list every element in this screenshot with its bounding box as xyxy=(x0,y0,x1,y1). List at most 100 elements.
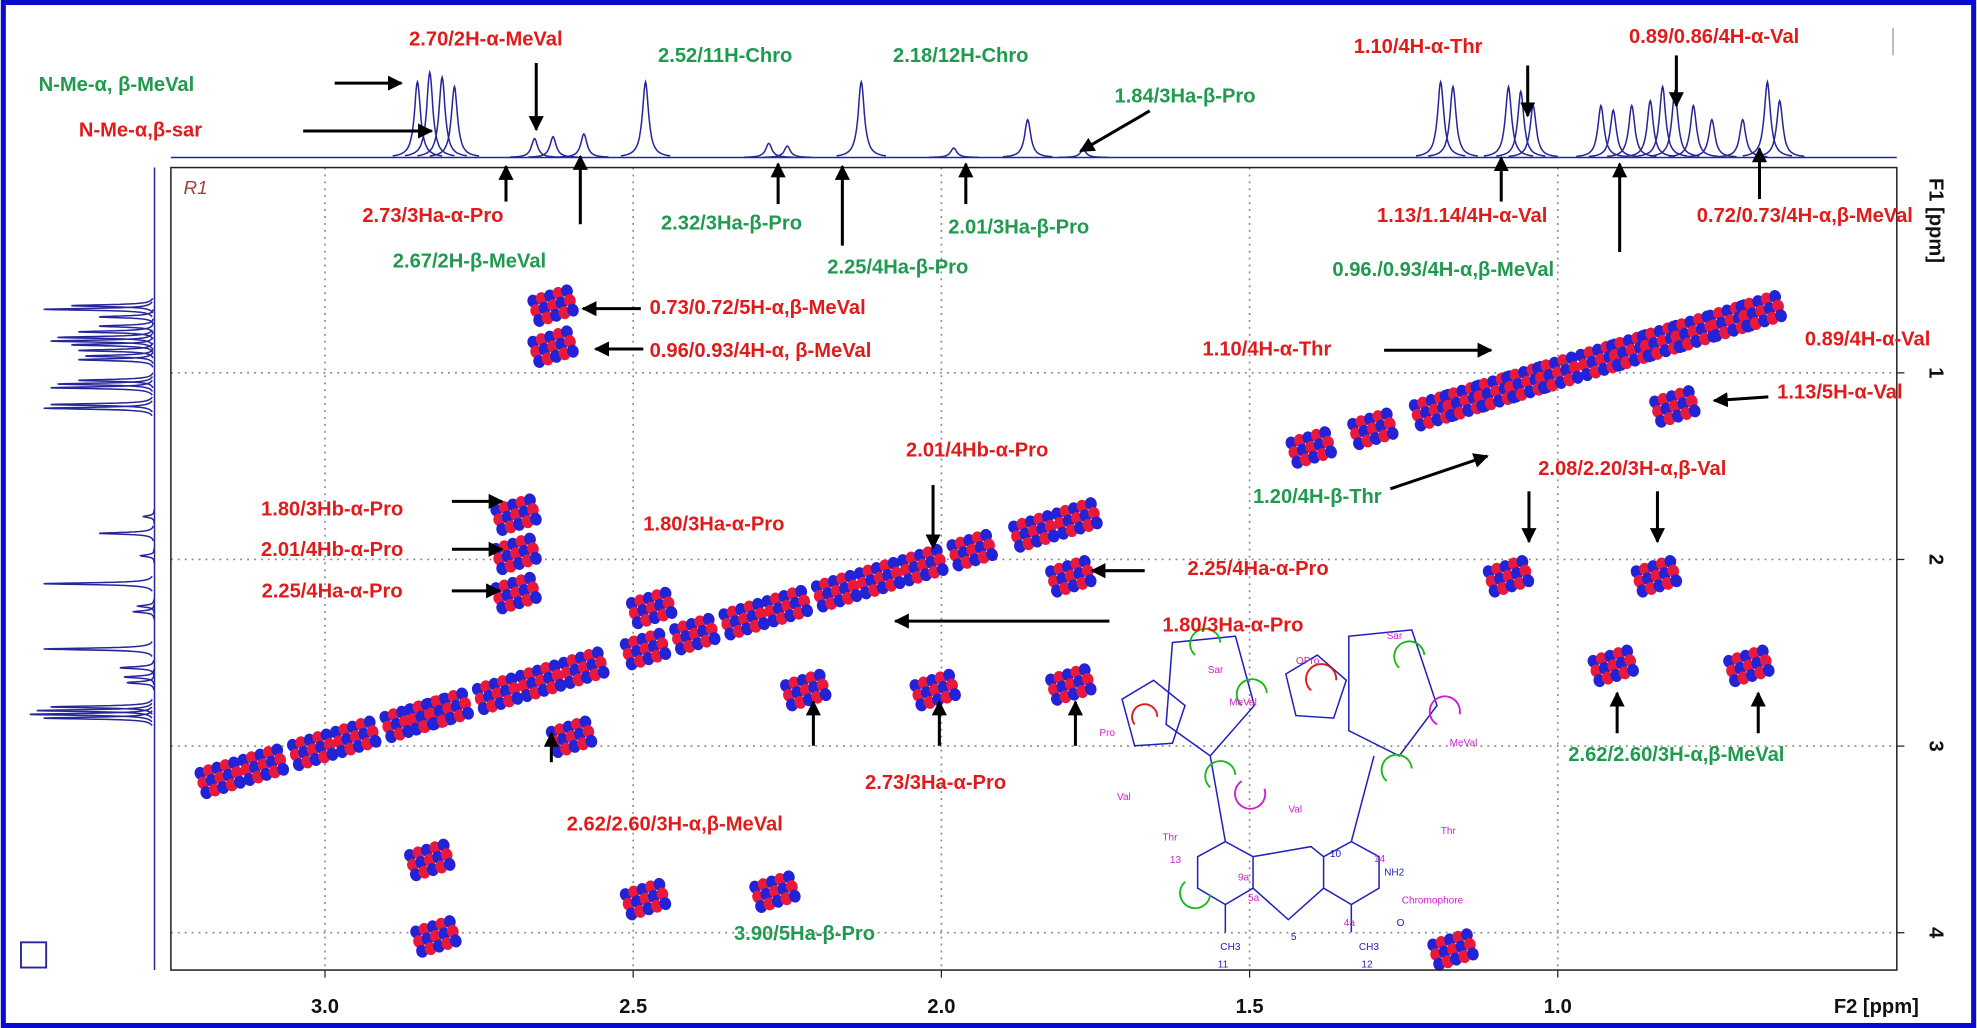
peak-lobe xyxy=(530,551,542,565)
structure-label: MeVal xyxy=(1229,698,1257,709)
x-tick-label: 2.5 xyxy=(619,996,647,1018)
f2-projection-peak xyxy=(417,74,467,157)
peak-lobe xyxy=(511,691,524,705)
f1-projection-peak xyxy=(78,342,154,359)
peak-lobe xyxy=(554,678,567,692)
f1-projection-peak xyxy=(78,372,154,389)
annotation-label: 0.96./0.93/4H-α,β-MeVal xyxy=(1332,259,1554,281)
f1-projection-peak xyxy=(126,675,155,691)
annotation-label: 1.80/3Ha-α-Pro xyxy=(643,514,784,536)
f1-projection-peak xyxy=(131,604,155,620)
f2-projection-peak xyxy=(743,142,794,158)
peak-lobe xyxy=(1522,574,1535,588)
cross-peak xyxy=(237,743,290,787)
peak-lobe xyxy=(1084,682,1097,696)
y-tick-label: 4 xyxy=(1924,927,1946,939)
cross-peak xyxy=(527,284,579,327)
cross-peak xyxy=(1606,329,1658,372)
annotation-label: 0.89/4H-α-Val xyxy=(1805,328,1930,350)
annotation-label: 0.96/0.93/4H-α, β-MeVal xyxy=(650,340,872,362)
peak-lobe xyxy=(277,762,290,776)
annotation-label: 0.72/0.73/4H-α,β-MeVal xyxy=(1697,205,1913,227)
cross-peak xyxy=(897,543,949,587)
cross-peak xyxy=(669,612,721,656)
cross-peak xyxy=(946,528,998,572)
f2-projection-peak xyxy=(929,147,979,158)
structure-label: Chromophore xyxy=(1402,895,1464,906)
f1-projection-peak xyxy=(138,547,155,564)
structure-label: 5 xyxy=(1291,932,1297,943)
cross-peak xyxy=(1735,289,1787,333)
structure-label: 4a xyxy=(1344,918,1356,929)
annotation-label: 2.62/2.60/3H-α,β-MeVal xyxy=(567,813,783,835)
peak-lobe xyxy=(1670,574,1683,588)
cross-peak xyxy=(1532,351,1584,395)
f1-projection-peak xyxy=(98,525,155,542)
peak-lobe xyxy=(1466,947,1479,961)
peak-lobe xyxy=(326,747,339,761)
annotation-label: 1.10/4H-α-Thr xyxy=(1354,36,1483,58)
peak-lobe xyxy=(449,934,462,948)
structure-label: NH2 xyxy=(1384,868,1405,879)
cross-peak xyxy=(1051,497,1103,540)
annotation-label: 2.73/3Ha-α-Pro xyxy=(362,205,503,227)
plot-frame xyxy=(170,166,1898,971)
f1-projection-peak xyxy=(78,323,154,340)
peak-lobe xyxy=(1386,426,1399,440)
peak-lobe xyxy=(819,688,832,702)
f1-projection-peak xyxy=(50,698,153,715)
f1-projection-peak xyxy=(29,706,153,723)
cross-peak xyxy=(854,556,906,600)
structure-label: CH3 xyxy=(1220,942,1241,953)
cross-peak xyxy=(490,493,542,536)
peak-lobe xyxy=(758,617,770,631)
cross-peak xyxy=(810,569,863,613)
cross-peak xyxy=(558,646,610,689)
structure-label: Val xyxy=(1117,792,1131,803)
structure-label: Pro xyxy=(1099,728,1115,739)
annotation-label: 2.01/4Hb-α-Pro xyxy=(261,539,403,561)
cross-peak xyxy=(527,325,579,369)
f1-projection-peak xyxy=(43,710,153,727)
peak-lobe xyxy=(585,734,598,748)
annotation-label: 2.32/3Ha-β-Pro xyxy=(661,213,802,235)
f2-projection-peak xyxy=(404,69,455,157)
annotation-label: 1.13/5H-α-Val xyxy=(1777,381,1902,403)
annotation-label: 0.73/0.72/5H-α,β-MeVal xyxy=(650,297,866,319)
y-tick-label: 1 xyxy=(1924,367,1946,378)
peak-lobe xyxy=(893,576,906,590)
y-tick-label: 2 xyxy=(1924,554,1946,565)
f2-projection-peak xyxy=(1415,79,1466,157)
cross-peak xyxy=(404,838,456,882)
annotation-label: N-Me-α,β-sar xyxy=(79,119,202,141)
annotation-label: 2.62/2.60/3H-α,β-MeVal xyxy=(1568,744,1784,766)
annotation-label: 2.25/4Ha-α-Pro xyxy=(1188,558,1329,580)
x-tick-label: 1.0 xyxy=(1544,996,1572,1018)
f2-projection-peak xyxy=(762,145,813,158)
peak-lobe xyxy=(369,734,382,748)
f2-projection-peak xyxy=(1668,103,1719,158)
cross-peak xyxy=(515,659,567,703)
peak-lobe xyxy=(1762,663,1775,677)
f1-projection-peak xyxy=(57,376,154,392)
peak-lobe xyxy=(1325,445,1337,459)
structure-label: CH3 xyxy=(1359,942,1380,953)
f1-projection-peak xyxy=(50,396,153,413)
peak-lobe xyxy=(659,897,672,911)
annotation-label: N-Me-α, β-MeVal xyxy=(39,74,195,96)
f2-projection-peak xyxy=(1002,118,1053,158)
annotation-label: 3.90/5Ha-β-Pro xyxy=(734,923,875,945)
cross-peak xyxy=(1630,554,1683,598)
peak-lobe xyxy=(530,512,542,526)
annotation-label: 2.52/11H-Chro xyxy=(658,45,792,67)
peak-lobe xyxy=(567,344,579,358)
f1-projection-peak xyxy=(36,702,153,719)
cross-peak xyxy=(626,586,678,630)
annotation-label: 0.89/0.86/4H-α-Val xyxy=(1629,26,1799,48)
f1-projection-peak xyxy=(50,379,153,396)
f2-projection-peak xyxy=(1428,84,1478,157)
structure-label: 5a xyxy=(1248,893,1260,904)
structure-label: Val xyxy=(1288,805,1302,816)
cross-peak xyxy=(330,715,382,759)
